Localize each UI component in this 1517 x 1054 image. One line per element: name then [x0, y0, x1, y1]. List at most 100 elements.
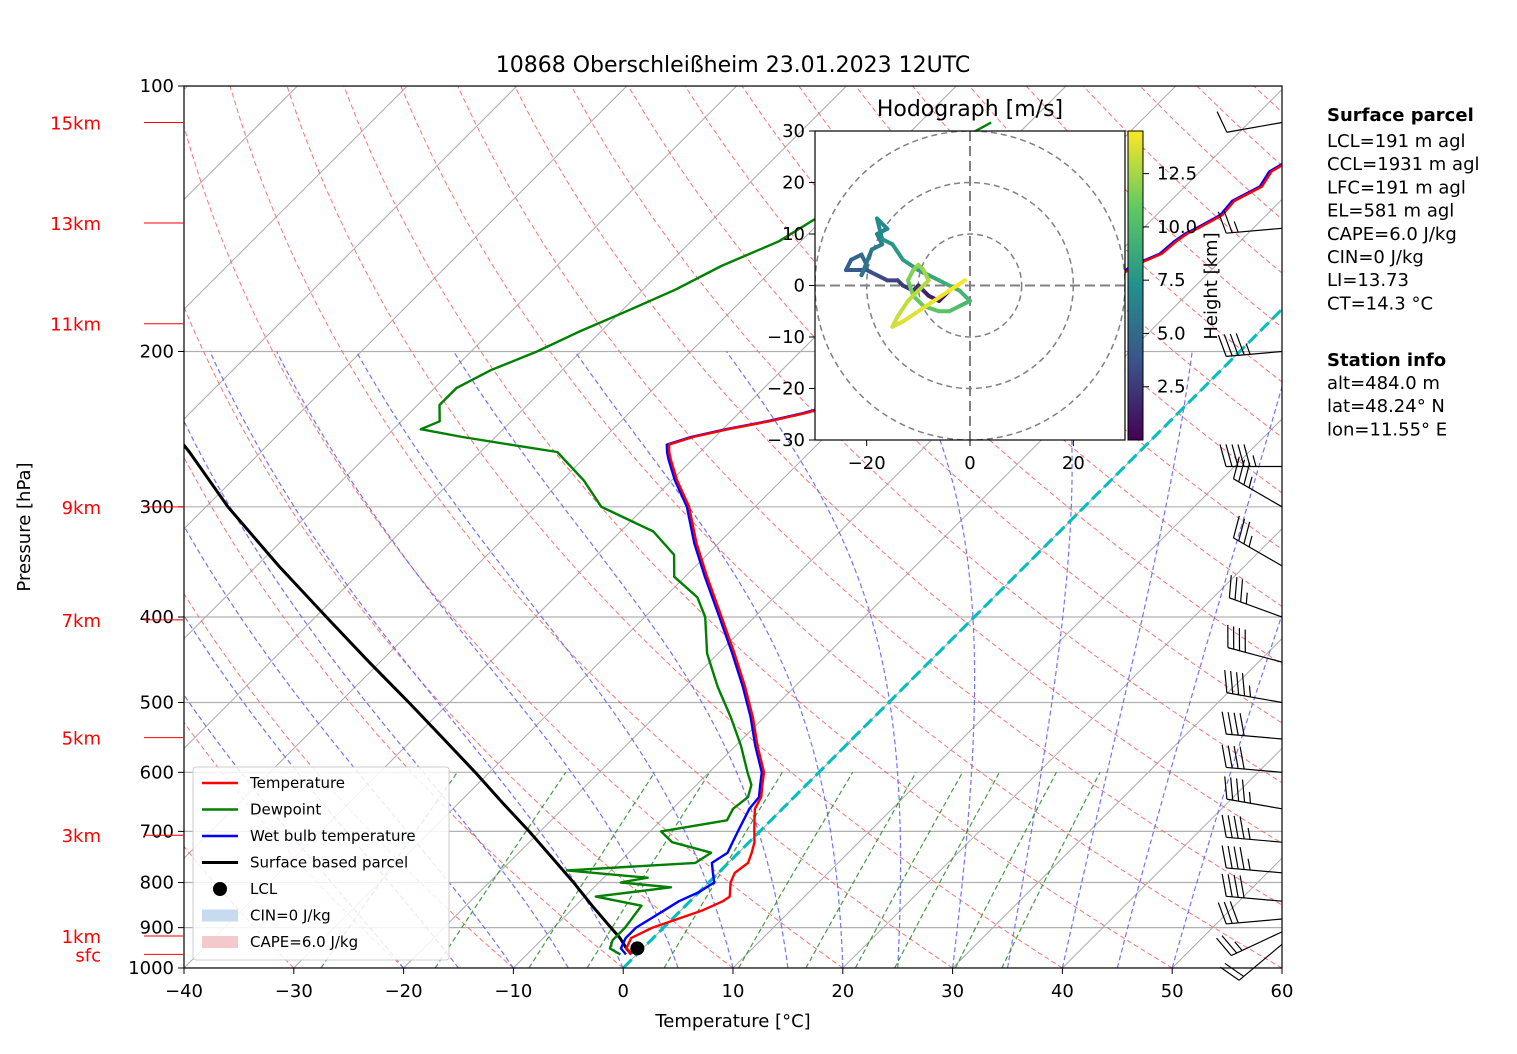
height-label: 5km: [62, 729, 101, 750]
wind-barb-flag: [1239, 816, 1245, 839]
wind-barb-flag: [1233, 846, 1239, 870]
wind-barb-flag: [1239, 713, 1245, 736]
x-tick-label: −40: [165, 981, 203, 1002]
wind-barb-flag: [1229, 901, 1239, 924]
sounding-series: [184, 121, 1282, 956]
mixing-ratio-line: [805, 772, 917, 968]
wind-barb-staff: [1226, 867, 1283, 874]
hodograph-segment: [895, 298, 910, 319]
height-label: 15km: [50, 114, 101, 135]
station-info-heading: Station info: [1327, 350, 1446, 371]
wind-barb: [1221, 845, 1283, 874]
colorbar-tick-label: 12.5: [1157, 164, 1197, 185]
height-label: 7km: [62, 611, 101, 632]
wind-barb-flag: [1221, 711, 1227, 735]
dewpoint-line: [419, 121, 992, 956]
hodograph-segment: [859, 247, 874, 278]
mixing-ratio-line: [954, 772, 1057, 968]
surface-parcel-line: LI=13.73: [1327, 270, 1409, 291]
hodograph-title: Hodograph [m/s]: [877, 97, 1063, 122]
wind-barb-flag: [1217, 211, 1227, 234]
wind-barb-flag: [1235, 672, 1240, 695]
hodograph-y-label: 10: [782, 224, 805, 245]
hodograph-x-label: 0: [964, 453, 975, 474]
wind-barb-flag: [1216, 937, 1232, 956]
colorbar-label: Height [km]: [1201, 232, 1222, 339]
wind-barb-staff: [1238, 943, 1283, 981]
x-tick-label: 40: [1051, 981, 1074, 1002]
wind-barb-flag: [1225, 444, 1233, 467]
station-info-line: lat=48.24° N: [1327, 396, 1445, 417]
colorbar: [1127, 130, 1144, 441]
dry-adiabat: [184, 125, 844, 968]
wind-barb: [1217, 211, 1283, 234]
x-tick-label: 20: [831, 981, 854, 1002]
hodograph-segment: [916, 278, 931, 293]
dry-adiabat: [184, 456, 624, 968]
wind-barb-flag: [1243, 521, 1251, 545]
surface-parcel-line: CCL=1931 m agl: [1327, 154, 1480, 175]
isotherm-line: [184, 86, 737, 640]
wind-barb-staff: [1226, 692, 1283, 704]
wind-barb: [1224, 670, 1283, 704]
wind-barb-flag: [1243, 462, 1251, 485]
wind-barb-half-flag: [1247, 828, 1251, 840]
moist-adiabat: [1171, 613, 1282, 968]
hodograph-segment: [875, 216, 885, 242]
lcl-marker: [630, 941, 645, 956]
wind-barb: [1221, 711, 1283, 740]
y-tick-label: 500: [140, 692, 174, 713]
wind-barb-staff: [1226, 121, 1283, 133]
hodograph-segment: [890, 242, 905, 262]
wind-barb-flag: [1227, 845, 1233, 869]
wind-barb-flag: [1221, 873, 1227, 897]
hodograph-y-label: −20: [767, 379, 805, 400]
isotherm-line: [513, 198, 1282, 968]
wind-barb: [1216, 931, 1283, 957]
hodograph-segment: [900, 309, 921, 324]
x-tick-label: 60: [1271, 981, 1294, 1002]
wind-barb-flag: [1221, 935, 1238, 954]
wind-barb-flag: [1227, 815, 1233, 838]
legend-label: Dewpoint: [250, 801, 321, 819]
y-tick-label: 1000: [128, 958, 174, 979]
wind-barb-flag: [1232, 515, 1240, 539]
surface-parcel-line: CT=14.3 °C: [1327, 293, 1433, 314]
surface-parcel-heading: Surface parcel: [1327, 105, 1474, 126]
hodograph-trace: [844, 216, 972, 329]
wind-barb: [1217, 901, 1283, 925]
wind-barb-flag: [1219, 444, 1227, 467]
x-tick-label: −20: [385, 981, 423, 1002]
wind-barb-staff: [1226, 766, 1283, 773]
wind-barb-staff: [1226, 895, 1283, 902]
wind-barb-staff: [1233, 537, 1283, 567]
wind-barb-flag: [1223, 901, 1233, 924]
isotherm-line: [184, 86, 847, 750]
wind-barb-flag: [1239, 875, 1245, 899]
wind-barb: [1219, 444, 1282, 468]
moist-adiabat: [355, 351, 734, 968]
axis-ticks: −40 −30 −20 −10 0 10 20 30 40 50 60100200300400500…: [128, 76, 1293, 1002]
wind-barb-flag: [1235, 333, 1245, 356]
x-tick-label: −30: [275, 981, 313, 1002]
wind-barb-flag: [1234, 577, 1238, 600]
moist-adiabat: [900, 351, 976, 968]
hodograph-y-label: −30: [767, 430, 805, 451]
wind-barb-half-flag: [1248, 685, 1252, 697]
hodograph-inset: Hodograph [m/s] −20 0 20 30 20 10 0 −10 −20 −30 2…: [767, 97, 1222, 474]
surface-based-parcel-line: [184, 442, 633, 956]
wind-barb-half-flag: [1245, 343, 1251, 355]
hodograph-y-label: 30: [782, 121, 805, 142]
wind-barb-staff: [1233, 478, 1283, 508]
colorbar-tick-label: 2.5: [1157, 377, 1186, 398]
wind-barb-flag: [1239, 846, 1245, 870]
wind-barb-staff: [1226, 918, 1283, 925]
wind-barb-staff: [1227, 647, 1283, 663]
y-tick-label: 600: [140, 762, 174, 783]
wind-barbs: [1216, 111, 1283, 981]
wind-barb-flag: [1223, 211, 1233, 233]
wind-barb-staff: [1226, 836, 1283, 843]
wind-barb-flag: [1221, 845, 1227, 869]
